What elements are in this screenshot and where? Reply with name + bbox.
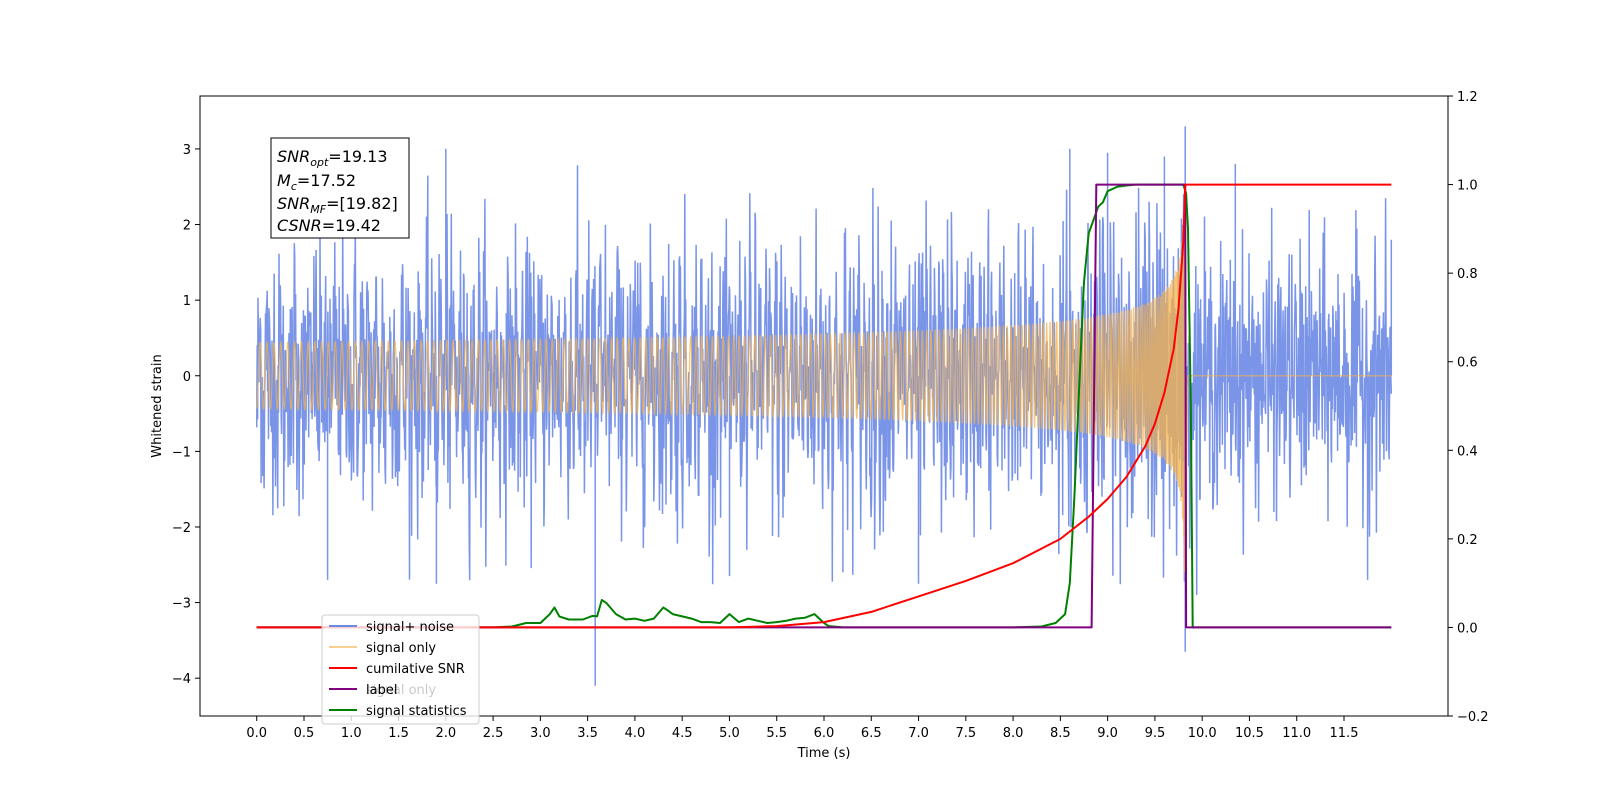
x-tick-label: 6.5 xyxy=(861,726,882,741)
x-tick-label: 0.0 xyxy=(246,726,267,741)
legend: signal+ noise signal only cumilative SNR… xyxy=(321,614,480,725)
x-tick-label: 5.0 xyxy=(719,726,740,741)
annotation-snr-opt: SNRopt=19.13 xyxy=(277,147,388,169)
legend-label-cumulative-snr: cumilative SNR xyxy=(366,662,465,677)
x-tick-label: 0.5 xyxy=(294,726,315,741)
x-tick-label: 9.5 xyxy=(1145,726,1166,741)
series-layer xyxy=(255,126,1393,686)
x-tick-label: 10.0 xyxy=(1188,726,1217,741)
y2-tick-label: 1.2 xyxy=(1457,90,1478,105)
x-tick-label: 11.0 xyxy=(1282,726,1311,741)
y-tick-label: −3 xyxy=(172,597,191,612)
y2-tick-label: 1.0 xyxy=(1457,179,1478,194)
y-tick-label: −4 xyxy=(172,672,191,687)
x-axis: 0.0 0.5 1.0 1.5 2.0 2.5 3.0 3.5 4.0 4.5 5.0 5.5 6.0 6… xyxy=(246,716,1358,741)
y2-tick-label: −0.2 xyxy=(1457,710,1489,725)
y-tick-label: −1 xyxy=(172,445,191,460)
y-tick-label: 3 xyxy=(183,143,191,158)
y-tick-label: −2 xyxy=(172,521,191,536)
x-tick-label: 8.5 xyxy=(1050,726,1071,741)
y-axis-right: 1.2 1.0 0.8 0.6 0.4 0.2 0.0 −0.2 xyxy=(1448,90,1489,725)
x-tick-label: 1.5 xyxy=(388,726,409,741)
x-tick-label: 7.5 xyxy=(955,726,976,741)
x-tick-label: 4.0 xyxy=(625,726,646,741)
y2-tick-label: 0.6 xyxy=(1457,356,1478,371)
annotation-box: SNRopt=19.13 Mc=17.52 SNRMF=[19.82] CSNR… xyxy=(270,137,410,239)
x-tick-label: 5.5 xyxy=(766,726,787,741)
x-tick-label: 2.0 xyxy=(435,726,456,741)
x-axis-label: Time (s) xyxy=(797,746,851,761)
x-tick-label: 3.0 xyxy=(530,726,551,741)
series-cumulative-snr xyxy=(256,183,1392,629)
legend-label-hidden-signal-only: signal only xyxy=(366,683,436,698)
x-tick-label: 8.0 xyxy=(1003,726,1024,741)
series-signal-statistics xyxy=(256,183,1392,629)
x-tick-label: 1.0 xyxy=(341,726,362,741)
legend-label-label: label xyxy=(366,683,397,698)
x-tick-label: 11.5 xyxy=(1330,726,1359,741)
series-signal-only xyxy=(256,198,1392,573)
x-tick-label: 3.5 xyxy=(577,726,598,741)
annotation-mc: Mc=17.52 xyxy=(277,171,356,193)
x-tick-label: 4.5 xyxy=(672,726,693,741)
x-tick-label: 6.0 xyxy=(814,726,835,741)
annotation-snr-mf: SNRMF=[19.82] xyxy=(277,194,398,216)
y2-tick-label: 0.0 xyxy=(1457,621,1478,636)
y-tick-label: 1 xyxy=(183,294,191,309)
x-tick-label: 9.0 xyxy=(1097,726,1118,741)
y2-tick-label: 0.2 xyxy=(1457,533,1478,548)
y2-tick-label: 0.4 xyxy=(1457,444,1478,459)
legend-label-signal-noise: signal+ noise xyxy=(366,620,454,635)
x-tick-label: 2.5 xyxy=(483,726,504,741)
legend-label-signal-statistics: signal statistics xyxy=(366,704,467,719)
series-label xyxy=(256,183,1392,629)
annotation-csnr: CSNR=19.42 xyxy=(277,216,381,235)
y-tick-label: 0 xyxy=(183,370,191,385)
legend-label-signal-only: signal only xyxy=(366,641,436,656)
x-tick-label: 10.5 xyxy=(1235,726,1264,741)
y-axis-left: 3 2 1 0 −1 −2 −3 −4 xyxy=(172,143,200,687)
y-tick-label: 2 xyxy=(183,219,191,234)
y-axis-label: Whitened strain xyxy=(150,354,165,457)
y2-tick-label: 0.8 xyxy=(1457,267,1478,282)
x-tick-label: 7.0 xyxy=(908,726,929,741)
